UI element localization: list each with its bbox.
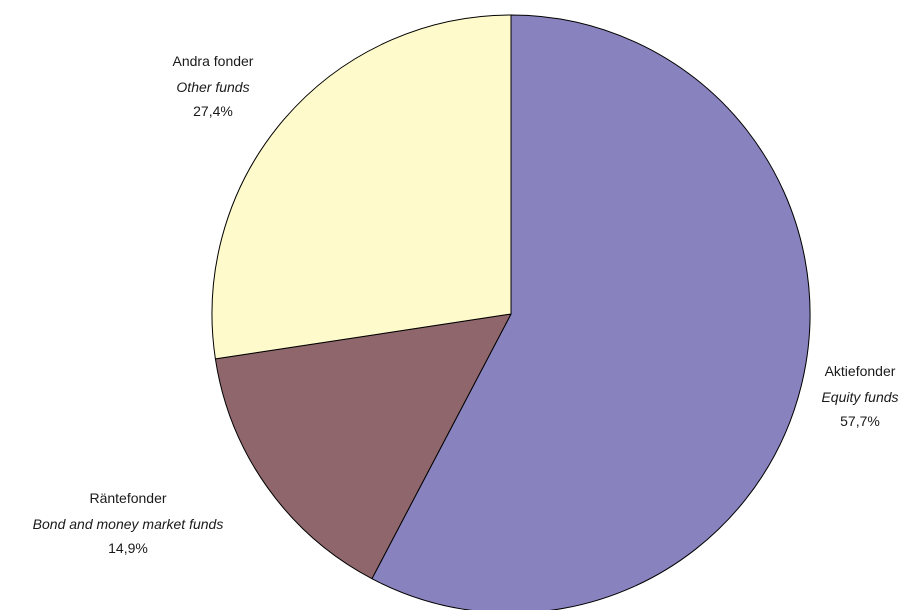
label-bond-pct: 14,9% — [108, 540, 148, 556]
label-other-pct: 27,4% — [193, 103, 233, 119]
pie-slice-other — [211, 14, 512, 360]
label-equity-pct: 57,7% — [840, 413, 880, 429]
label-other-en: Other funds — [176, 79, 249, 95]
label-bond-sv: Räntefonder — [89, 490, 166, 506]
label-equity-sv: Aktiefonder — [825, 363, 896, 379]
pie-slices — [211, 14, 811, 610]
pie-slice-bond — [214, 313, 512, 580]
pie-slice-equity — [371, 14, 811, 610]
label-equity-en: Equity funds — [821, 389, 898, 405]
label-bond-en: Bond and money market funds — [33, 516, 224, 532]
label-other-sv: Andra fonder — [173, 53, 254, 69]
